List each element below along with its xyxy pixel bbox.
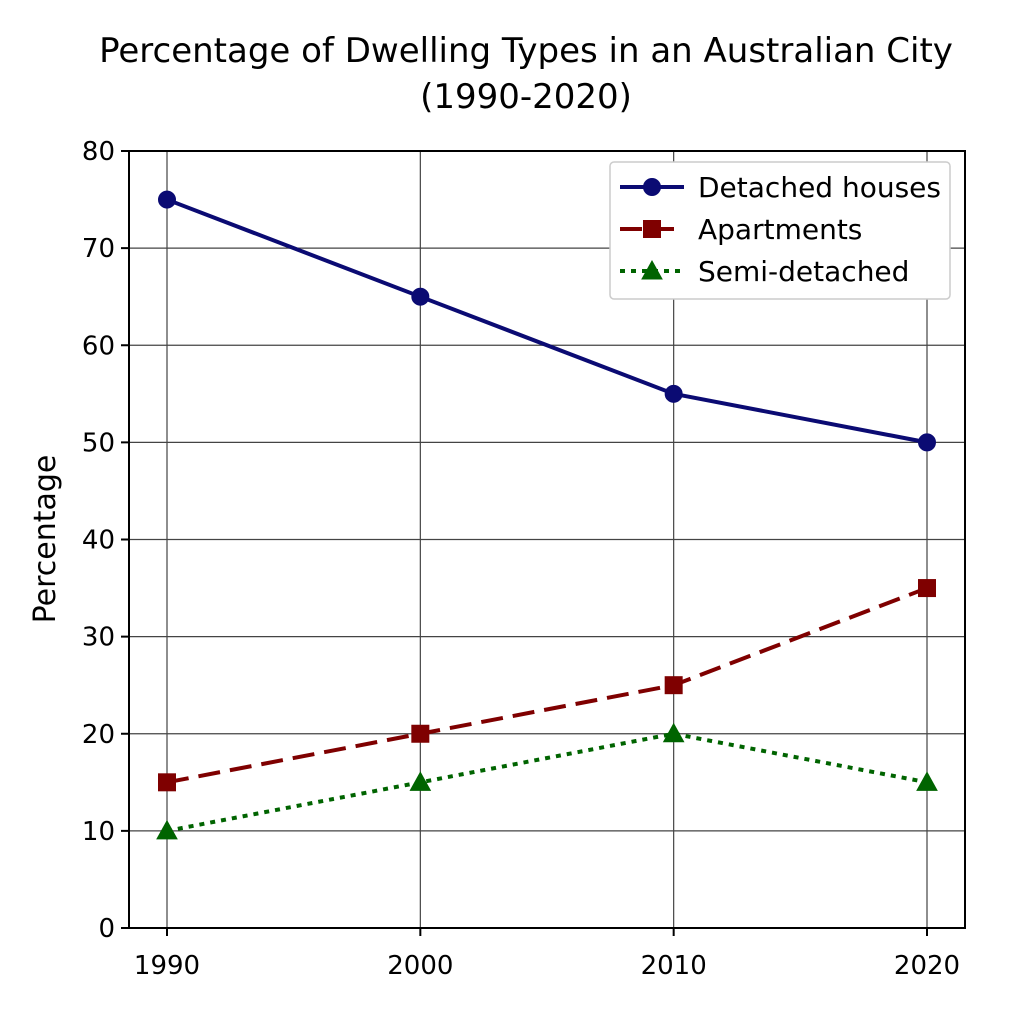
series-line-apartments [166, 586, 928, 785]
data-point-apartments [158, 773, 176, 792]
data-point-semi-detached [409, 771, 432, 791]
legend-items: Detached houses Apartments Semi-detached [620, 171, 941, 288]
legend-box [609, 161, 951, 300]
legend-marker-apartments [643, 220, 661, 238]
chart-title: Percentage of Dwelling Types in an Austr… [99, 31, 953, 71]
x-tick-label: 2000 [387, 951, 453, 981]
legend-marker-semi-detached [641, 259, 663, 280]
legend-label-semi-detached: Semi-detached [698, 255, 909, 288]
y-tick-label: 80 [82, 137, 115, 167]
legend-label-detached-houses: Detached houses [698, 171, 941, 204]
data-point-semi-detached [916, 771, 938, 791]
x-axis-ticks: 1990 2000 2010 2020 [134, 928, 960, 981]
x-tick-label: 2020 [894, 951, 960, 981]
data-point-semi-detached [156, 819, 178, 840]
data-point-apartments [664, 676, 683, 695]
series-line-detached-houses [166, 197, 928, 445]
y-tick-label: 10 [82, 817, 115, 847]
y-tick-label: 30 [82, 623, 115, 653]
y-axis-label: Percentage [28, 455, 63, 624]
data-point-detached-houses [664, 384, 683, 403]
y-tick-label: 0 [98, 914, 115, 944]
legend: Detached houses Apartments Semi-detached [609, 161, 951, 300]
y-tick-label: 50 [82, 428, 115, 458]
y-tick-label: 20 [82, 720, 115, 750]
series-line-semi-detached [166, 731, 928, 833]
y-tick-label: 70 [82, 234, 115, 264]
y-tick-label: 60 [82, 331, 115, 361]
data-point-apartments [411, 724, 430, 743]
data-point-detached-houses [158, 190, 176, 209]
legend-label-apartments: Apartments [698, 213, 862, 246]
y-axis-ticks: 0 10 20 30 40 50 60 70 80 [82, 137, 129, 944]
legend-marker-detached-houses [643, 178, 661, 196]
series-layer [156, 190, 938, 840]
x-tick-label: 1990 [134, 951, 200, 981]
data-point-detached-houses [411, 287, 430, 306]
data-point-detached-houses [918, 433, 936, 452]
y-tick-label: 40 [82, 526, 115, 556]
data-point-semi-detached [662, 722, 685, 743]
data-point-apartments [918, 579, 936, 598]
x-tick-label: 2010 [641, 951, 707, 981]
chart-subtitle: (1990-2020) [420, 77, 632, 117]
